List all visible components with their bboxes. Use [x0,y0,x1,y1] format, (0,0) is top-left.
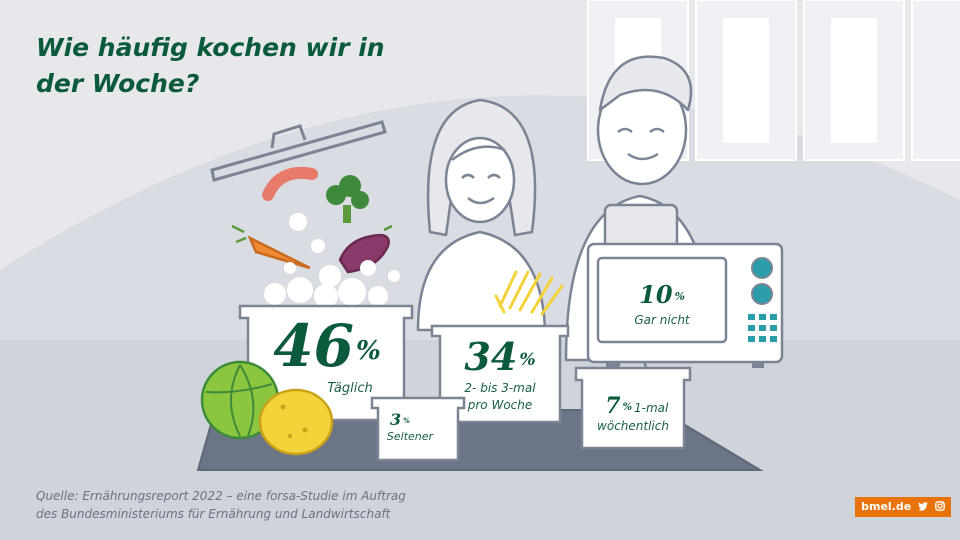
weekly-label-line1: 1-mal [634,401,669,415]
chart-title-line2: der Woche? [36,69,200,98]
man-hair [598,55,693,112]
chart-title-line1: Wie häufig kochen wir in [36,33,385,62]
rarely-value: 3% [390,410,410,429]
daily-label: Täglich [327,381,373,396]
chart-title: Wie häufig kochen wir in der Woche? [36,30,456,102]
microwave-window [596,256,728,344]
pot-rarely [370,396,466,462]
twice-weekly-label: 2- bis 3-mal pro Woche [464,381,536,412]
carrot-leaves [231,224,247,244]
pot-lid [210,120,387,182]
percent-sign: % [519,350,536,371]
never-label: Gar nicht [634,313,690,327]
source-note: Quelle: Ernährungsreport 2022 – eine for… [36,489,406,521]
pot-twice-weekly [430,324,570,424]
sausage-icon [262,167,318,201]
steam-bubbles [264,213,400,308]
weekly-label-line2: wöchentlich [597,419,669,433]
woman-face [444,136,516,224]
pasta-icon [494,270,564,316]
percent-sign: % [674,289,685,303]
woman-body [416,230,547,332]
potato-icon [258,388,334,456]
food-items [231,167,393,274]
never-value: 10% [639,280,685,309]
twice-weekly-value: 34% [464,334,536,379]
daily-value: 46% [273,312,381,380]
percent-sign: % [622,401,632,413]
broccoli-icon [326,175,369,223]
weekly-value: 7% [605,393,632,419]
brand-label: bmel.de [861,500,912,513]
woman-figure [416,98,547,332]
rarely-label: Seltener [386,430,434,443]
brand-badge[interactable]: bmel.de [855,497,951,517]
microwave-icon [586,242,784,368]
twitter-icon[interactable] [918,502,929,511]
carrot-icon [247,235,311,270]
percent-sign: % [355,334,381,366]
percent-sign: % [403,416,410,426]
instagram-icon[interactable] [934,501,945,511]
